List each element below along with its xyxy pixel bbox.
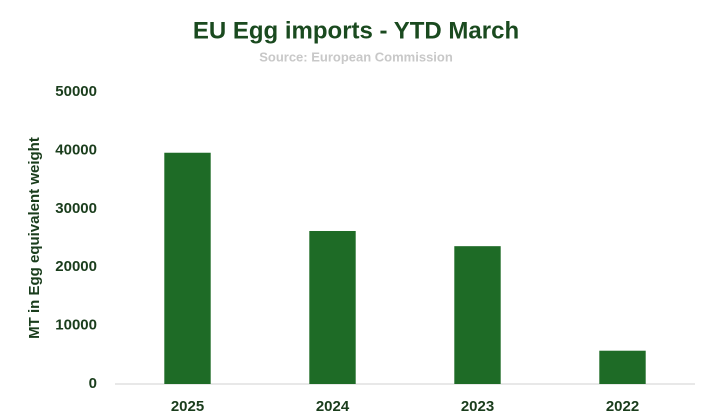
x-tick-label: 2025 [171,398,204,415]
bar [309,230,356,384]
y-tick-label: 10000 [55,317,97,334]
x-tick-label: 2022 [606,398,639,415]
chart-subtitle: Source: European Commission [259,49,453,64]
x-tick-label: 2024 [316,398,350,415]
y-tick-label: 0 [89,375,97,392]
y-tick-label: 40000 [55,141,97,158]
bar [164,152,211,384]
y-tick-label: 30000 [55,200,97,217]
y-axis-label: MT in Egg equivalent weight [26,137,43,339]
y-tick-label: 20000 [55,258,97,275]
x-tick-label: 2023 [461,398,494,415]
y-tick-label: 50000 [55,83,97,100]
bar [454,246,501,384]
chart-title: EU Egg imports - YTD March [193,17,519,44]
bar [599,350,646,384]
